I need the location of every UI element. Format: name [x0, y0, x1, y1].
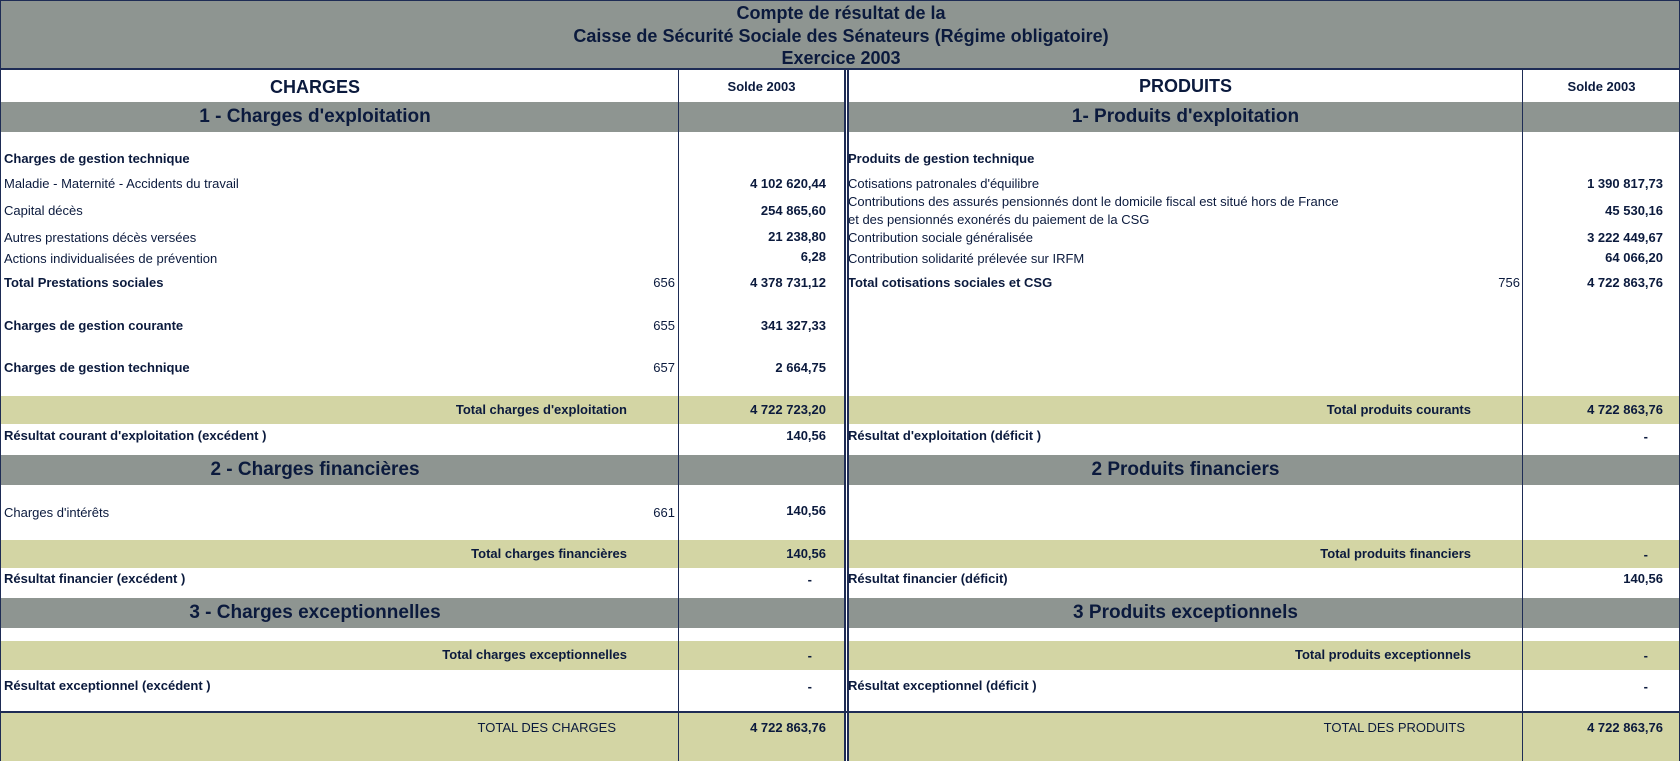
resultat-exceptionnel-value: -	[807, 679, 812, 694]
total-cotisations-value: 4 722 863,76	[1587, 275, 1663, 290]
csg-label: Contribution sociale généralisée	[848, 230, 1034, 245]
contributions-line-1: Contributions des assurés pensionnés don…	[848, 194, 1339, 209]
total-exceptionnelles-label: Total charges exceptionnelles	[442, 647, 627, 662]
capital-deces-label: Capital décès	[4, 203, 83, 218]
band-produits-section2	[847, 455, 1680, 485]
divider-middle-left	[844, 70, 846, 761]
total-prestations-label: Total Prestations sociales	[4, 275, 164, 290]
produits-resultat-exceptionnel-label: Résultat exceptionnel (déficit )	[848, 678, 1037, 693]
produits-resultat-exploitation-label: Résultat d'exploitation (déficit )	[848, 428, 1042, 443]
charges-section2-title: 2 - Charges financières	[210, 459, 420, 480]
total-courants-label: Total produits courants	[1326, 402, 1471, 417]
band-total-courants	[847, 396, 1680, 424]
charges-section3-title: 3 - Charges exceptionnelles	[189, 602, 441, 623]
charges-section1-title: 1 - Charges d'exploitation	[199, 106, 431, 127]
csg-value: 3 222 449,67	[1587, 230, 1663, 245]
resultat-financier-label: Résultat financier (excédent )	[4, 571, 186, 586]
total-produits-value: 4 722 863,76	[1587, 720, 1663, 735]
title-line-3: Exercice 2003	[781, 48, 901, 68]
charges-header: CHARGES	[269, 77, 360, 97]
total-cotisations-label: Total cotisations sociales et CSG	[848, 275, 1053, 290]
band-charges-section3	[0, 598, 845, 628]
border-left	[0, 70, 1, 761]
total-produits-label: TOTAL DES PRODUITS	[1323, 720, 1465, 735]
contributions-line-2: et des pensionnés exonérés du paiement d…	[848, 212, 1150, 227]
band-charges-section2	[0, 455, 845, 485]
total-exceptionnelles-value: -	[807, 648, 812, 663]
total-exploitation-label: Total charges d'exploitation	[455, 402, 627, 417]
interets-value: 140,56	[786, 503, 826, 518]
band-produits-section3	[847, 598, 1680, 628]
total-exploitation-value: 4 722 723,20	[750, 402, 826, 417]
capital-deces-value: 254 865,60	[760, 203, 826, 218]
band-total-exploitation	[0, 396, 845, 424]
total-financieres-label: Total charges financières	[471, 546, 627, 561]
autres-prestations-label: Autres prestations décès versées	[4, 230, 197, 245]
charges-gestion-technique-heading: Charges de gestion technique	[4, 151, 190, 166]
total-prestations-value: 4 378 731,12	[750, 275, 826, 290]
produits-header: PRODUITS	[1138, 76, 1232, 96]
produits-section2-title: 2 Produits financiers	[1091, 459, 1280, 480]
interets-code: 661	[653, 505, 675, 520]
produits-section3-title: 3 Produits exceptionnels	[1073, 602, 1298, 623]
gestion-technique-code: 657	[653, 360, 675, 375]
divider-charges-solde	[678, 70, 679, 761]
total-prestations-code: 656	[653, 275, 675, 290]
total-financiers-label: Total produits financiers	[1320, 546, 1471, 561]
maladie-label: Maladie - Maternité - Accidents du trava…	[4, 176, 239, 191]
title-line-1: Compte de résultat de la	[736, 3, 946, 23]
band-total-exceptionnels	[847, 641, 1680, 670]
total-exceptionnels-label: Total produits exceptionnels	[1294, 647, 1471, 662]
produits-gestion-technique-heading: Produits de gestion technique	[848, 151, 1035, 166]
total-charges-value: 4 722 863,76	[750, 720, 826, 735]
produits-resultat-financier-value: 140,56	[1623, 571, 1663, 586]
produits-resultat-exploitation-value: -	[1643, 429, 1648, 444]
total-exceptionnels-value: -	[1643, 648, 1648, 663]
irfm-value: 64 066,20	[1605, 250, 1663, 265]
resultat-exploitation-label: Résultat courant d'exploitation (excéden…	[4, 428, 267, 443]
divider-grand-total	[0, 711, 1680, 713]
interets-label: Charges d'intérêts	[4, 505, 110, 520]
produits-resultat-financier-label: Résultat financier (déficit)	[848, 571, 1008, 586]
maladie-value: 4 102 620,44	[750, 176, 826, 191]
resultat-exploitation-value: 140,56	[786, 428, 826, 443]
total-financiers-value: -	[1643, 547, 1648, 562]
gestion-technique-label: Charges de gestion technique	[4, 360, 190, 375]
produits-solde-header: Solde 2003	[1567, 79, 1636, 94]
divider-middle-right	[847, 70, 849, 761]
produits-resultat-exceptionnel-value: -	[1643, 679, 1648, 694]
cotisations-patronales-value: 1 390 817,73	[1587, 176, 1663, 191]
band-total-financiers	[847, 540, 1680, 568]
total-charges-label: TOTAL DES CHARGES	[477, 720, 616, 735]
band-total-charges	[0, 713, 845, 761]
band-total-produits	[847, 713, 1680, 761]
title-line-2: Caisse de Sécurité Sociale des Sénateurs…	[573, 26, 1109, 46]
gestion-technique-value: 2 664,75	[775, 360, 826, 375]
total-cotisations-code: 756	[1498, 275, 1520, 290]
cotisations-patronales-label: Cotisations patronales d'équilibre	[848, 176, 1040, 191]
total-financieres-value: 140,56	[786, 546, 826, 561]
title-banner: Compte de résultat de la Caisse de Sécur…	[0, 0, 1680, 70]
actions-prevention-value: 6,28	[800, 249, 826, 264]
band-produits-section1	[847, 102, 1680, 132]
divider-produits-solde	[1522, 70, 1523, 761]
gestion-courante-value: 341 327,33	[760, 318, 826, 333]
gestion-courante-label: Charges de gestion courante	[4, 318, 184, 333]
produits-section1-title: 1- Produits d'exploitation	[1071, 106, 1300, 127]
autres-prestations-value: 21 238,80	[768, 229, 826, 244]
band-total-exceptionnelles	[0, 641, 845, 670]
irfm-label: Contribution solidarité prélevée sur IRF…	[848, 251, 1085, 266]
resultat-financier-value: -	[807, 572, 812, 587]
total-courants-value: 4 722 863,76	[1587, 402, 1663, 417]
charges-solde-header: Solde 2003	[727, 79, 796, 94]
resultat-exceptionnel-label: Résultat exceptionnel (excédent )	[4, 678, 211, 693]
contributions-value: 45 530,16	[1605, 203, 1663, 218]
band-charges-section1	[0, 102, 845, 132]
gestion-courante-code: 655	[653, 318, 675, 333]
actions-prevention-label: Actions individualisées de prévention	[4, 251, 218, 266]
band-total-financieres	[0, 540, 845, 568]
